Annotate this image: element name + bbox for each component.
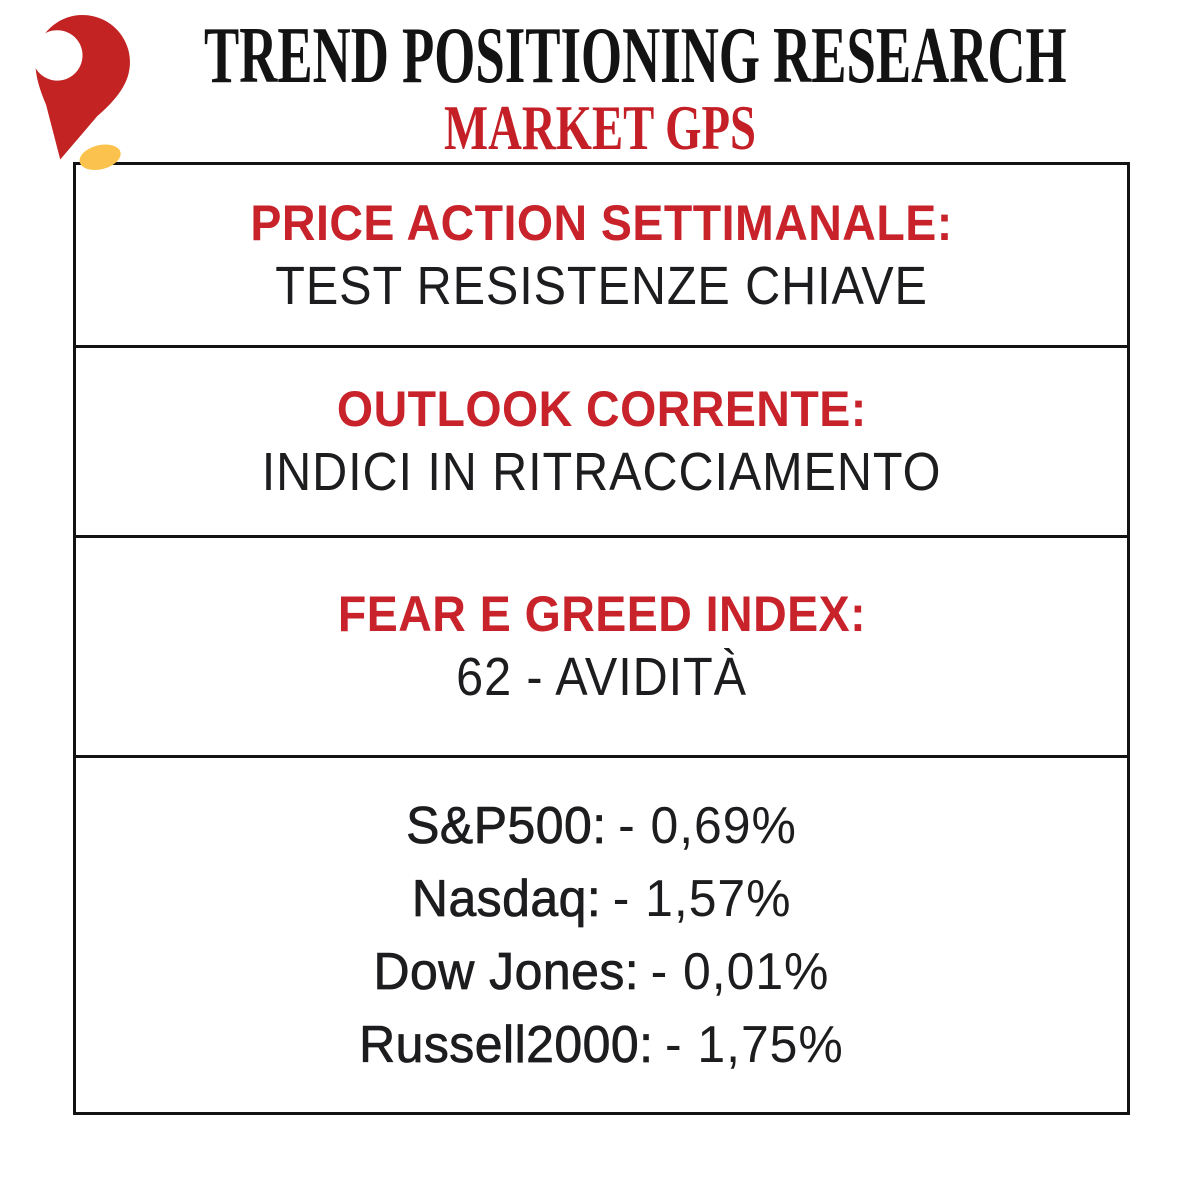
index-name: Dow Jones: xyxy=(373,942,640,1001)
section-heading: OUTLOOK CORRENTE: xyxy=(336,381,867,437)
pin-body xyxy=(35,15,130,160)
index-row-sp500: S&P500: - 0,69% xyxy=(406,796,797,855)
section-outlook: OUTLOOK CORRENTE: INDICI IN RITRACCIAMEN… xyxy=(76,345,1127,535)
pin-hole xyxy=(32,30,83,81)
page-subtitle: MARKET GPS xyxy=(444,92,756,163)
index-row-russell2000: Russell2000: - 1,75% xyxy=(359,1015,844,1074)
section-price-action: PRICE ACTION SETTIMANALE: TEST RESISTENZ… xyxy=(76,165,1127,345)
section-value: 62 - AVIDITÀ xyxy=(456,647,747,707)
index-row-dow-jones: Dow Jones: - 0,01% xyxy=(373,942,830,1001)
section-fear-greed: FEAR E GREED INDEX: 62 - AVIDITÀ xyxy=(76,535,1127,755)
page-title: TREND POSITIONING RESEARCH xyxy=(203,12,1067,100)
index-value: - 0,69% xyxy=(618,796,797,855)
summary-table: PRICE ACTION SETTIMANALE: TEST RESISTENZ… xyxy=(73,162,1130,1115)
index-name: Nasdaq: xyxy=(411,869,602,928)
section-heading: PRICE ACTION SETTIMANALE: xyxy=(250,194,953,251)
index-row-nasdaq: Nasdaq: - 1,57% xyxy=(411,869,792,928)
section-value: TEST RESISTENZE CHIAVE xyxy=(275,255,928,316)
section-value: INDICI IN RITRACCIAMENTO xyxy=(261,442,942,502)
index-value: - 1,75% xyxy=(665,1015,844,1074)
index-name: Russell2000: xyxy=(359,1015,654,1074)
index-name: S&P500: xyxy=(406,796,607,855)
section-heading: FEAR E GREED INDEX: xyxy=(337,586,866,642)
location-pin-icon xyxy=(14,8,140,192)
index-value: - 1,57% xyxy=(612,869,792,928)
pin-shadow-ellipse xyxy=(79,144,121,170)
index-value: - 0,01% xyxy=(650,942,830,1001)
header: TREND POSITIONING RESEARCH MARKET GPS xyxy=(0,0,1200,163)
section-index-performance: S&P500: - 0,69% Nasdaq: - 1,57% Dow Jones:… xyxy=(76,755,1127,1112)
